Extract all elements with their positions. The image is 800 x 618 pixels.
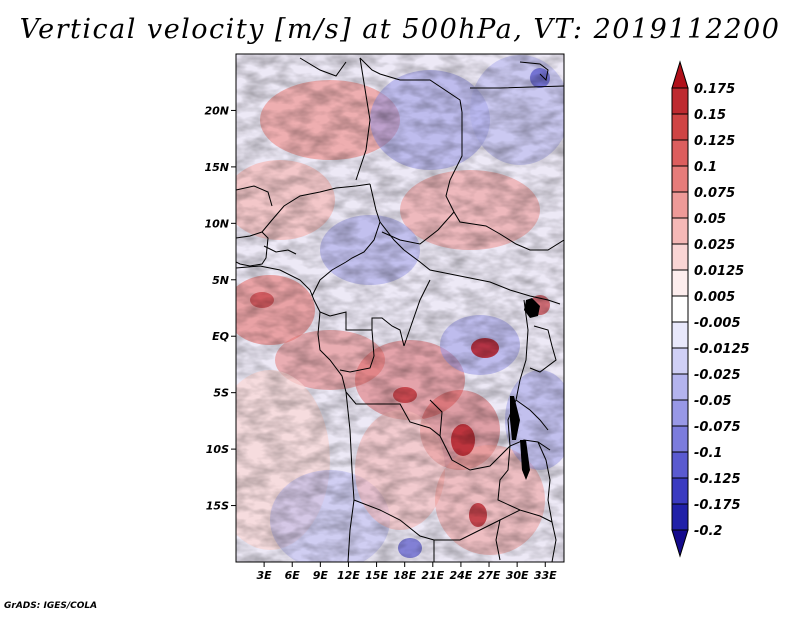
lon-tick-label: 24E [450,569,473,582]
lon-tick-label: 3E [257,569,273,582]
colorbar-swatch [671,451,689,479]
colorbar-level-label: 0.005 [694,290,735,305]
lon-tick-label: 6E [285,569,301,582]
lon-tick-label: 18E [393,569,416,582]
colorbar-swatch [671,243,689,271]
colorbar-level-label: 0.025 [694,238,735,253]
colorbar-level-label: -0.175 [694,498,741,513]
colorbar-swatch [671,321,689,349]
lat-tick-label: 15S [206,500,229,513]
lat-tick-label: 10N [204,217,229,230]
colorbar-swatch [671,139,689,167]
colorbar-level-label: -0.1 [694,446,722,461]
colorbar-level-label: -0.0125 [694,342,750,357]
map-frame [235,53,565,563]
colorbar-swatch [671,217,689,245]
colorbar-level-label: 0.05 [694,212,726,227]
colorbar-swatch [671,477,689,505]
country-borders [236,57,564,562]
velocity-field [236,54,564,562]
colorbar-level-label: -0.05 [694,394,731,409]
colorbar-level-label: 0.075 [694,186,735,201]
lon-tick-label: 15E [365,569,388,582]
colorbar-swatch [671,347,689,375]
colorbar-level-label: -0.2 [694,524,722,539]
colorbar: 0.175 0.15 0.125 0.1 0.075 0.05 0.025 0.0125 0.0… [671,60,750,558]
lat-tick-label: 5S [213,387,229,400]
grads-credit: GrADS: IGES/COLA [4,601,98,611]
colorbar-swatch [671,503,689,531]
colorbar-swatch [671,425,689,453]
lon-tick-label: 12E [337,569,360,582]
colorbar-level-label: -0.075 [694,420,741,435]
longitude-axis: 3E 6E 9E 12E 15E 18E 21E 24E 27E 30E 33E [257,562,557,582]
lat-tick-label: 10S [206,443,229,456]
colorbar-level-label: 0.15 [694,108,726,123]
colorbar-swatch [671,373,689,401]
colorbar-level-label: 0.175 [694,82,735,97]
colorbar-level-label: 0.125 [694,134,735,149]
latitude-axis: 20N 15N 10N 5N EQ 5S 10S 15S [204,104,236,513]
lon-tick-label: 27E [478,569,501,582]
lon-tick-label: 21E [421,569,444,582]
lakes [510,298,540,480]
lon-tick-label: 30E [506,569,529,582]
colorbar-top-arrow [671,60,689,89]
colorbar-swatch [671,165,689,193]
colorbar-level-label: -0.125 [694,472,741,487]
colorbar-swatch [671,113,689,141]
colorbar-swatch [671,295,689,323]
lat-tick-label: EQ [212,330,229,343]
colorbar-level-label: 0.1 [694,160,717,175]
lon-tick-label: 33E [534,569,557,582]
colorbar-swatch [671,87,689,115]
colorbar-level-label: -0.005 [694,316,741,331]
lat-tick-label: 15N [204,161,229,174]
chart-title: Vertical velocity [m/s] at 500hPa, VT: 2… [19,14,781,45]
lon-tick-label: 9E [313,569,329,582]
colorbar-swatch [671,191,689,219]
lat-tick-label: 20N [204,104,229,117]
lat-tick-label: 5N [212,274,229,287]
colorbar-level-label: -0.025 [694,368,741,383]
colorbar-level-label: 0.0125 [694,264,744,279]
colorbar-swatch [671,399,689,427]
colorbar-swatch [671,269,689,297]
colorbar-bottom-arrow [671,529,689,558]
